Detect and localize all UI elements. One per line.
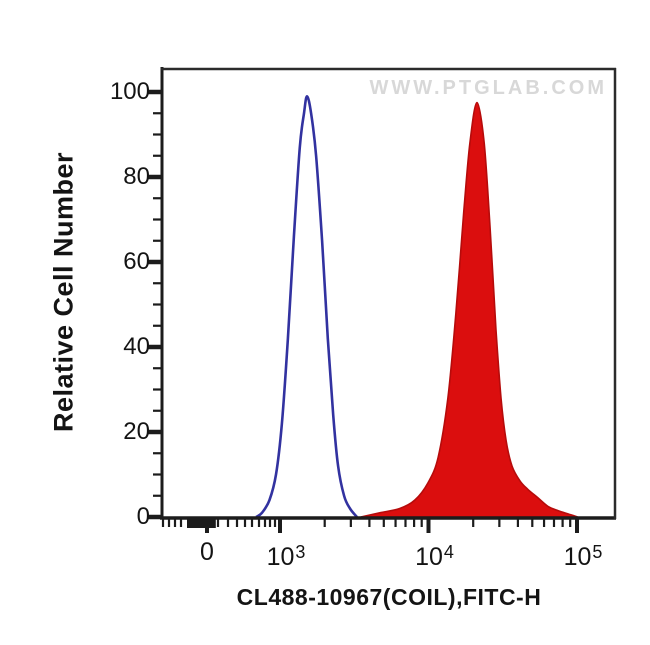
x-axis-title: CL488-10967(COIL),FITC-H xyxy=(236,584,542,610)
series-unstained-control xyxy=(255,95,358,519)
y-tick-label: 0 xyxy=(136,503,150,530)
y-tick-label: 60 xyxy=(123,248,150,275)
y-tick-label: 100 xyxy=(109,78,150,105)
x-tick-label: 105 xyxy=(564,540,603,570)
x-tick-base: 10 xyxy=(266,543,295,571)
x-tick-base: 10 xyxy=(415,543,443,571)
x-tick-exponent: 4 xyxy=(443,542,454,562)
y-axis-title: Relative Cell Number xyxy=(48,151,79,433)
y-tick-label: 80 xyxy=(123,163,150,190)
y-tick-label: 40 xyxy=(123,333,150,360)
x-tick-label: 103 xyxy=(267,540,306,570)
series-cl488-10967-stained xyxy=(360,101,578,518)
x-tick-exponent: 5 xyxy=(592,542,603,562)
x-tick-exponent: 3 xyxy=(295,542,306,562)
x-tick-label: 104 xyxy=(415,540,454,570)
y-tick-label: 20 xyxy=(123,418,150,445)
x-tick-base: 0 xyxy=(200,538,214,566)
x-zero-tick-cluster xyxy=(187,519,216,528)
watermark: WWW.PTGLAB.COM xyxy=(369,77,607,99)
x-tick-label: 0 xyxy=(200,540,214,565)
x-tick-base: 10 xyxy=(563,543,592,571)
